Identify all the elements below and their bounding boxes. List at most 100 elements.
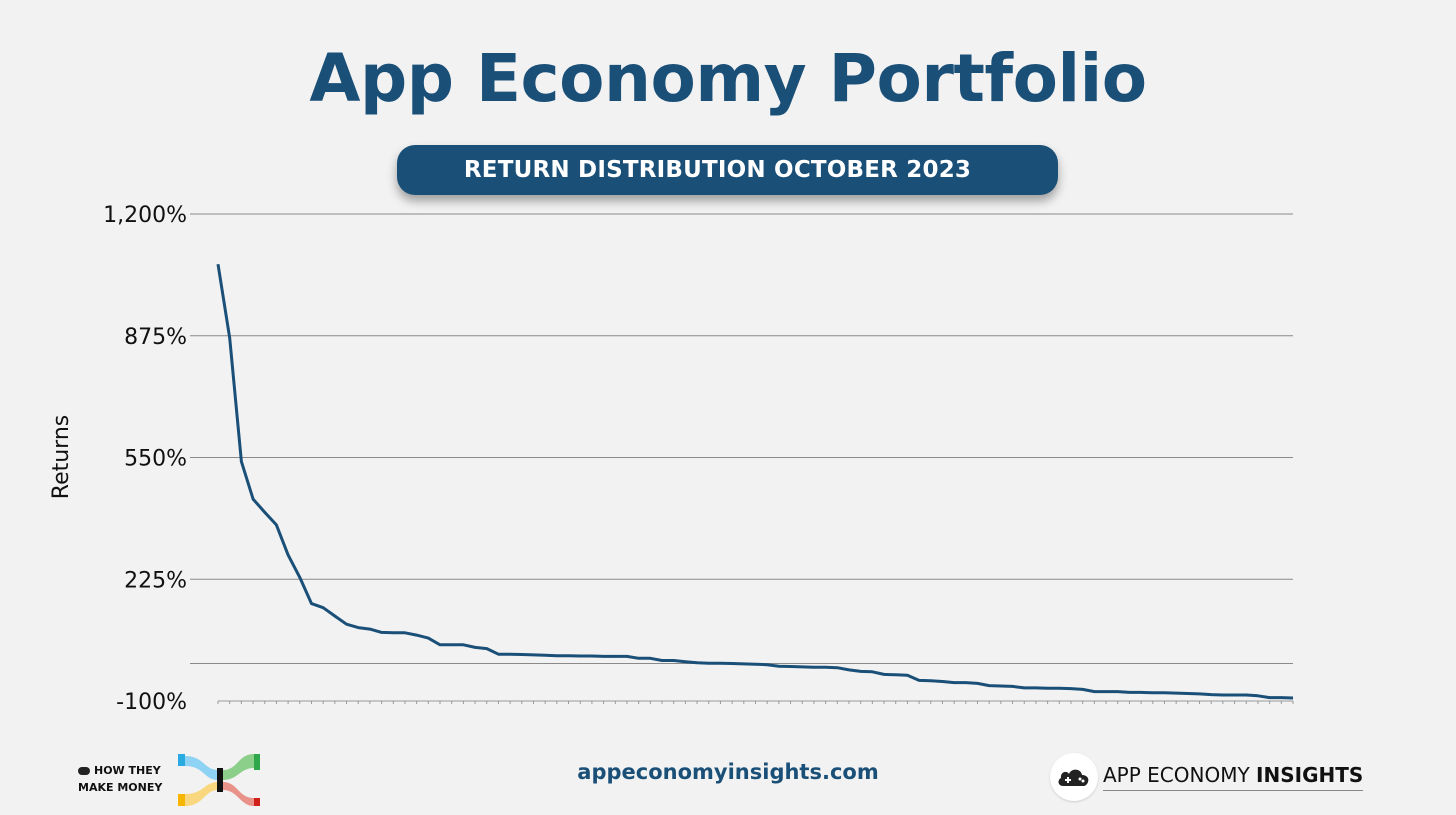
y-tick-label: 875% <box>124 325 187 350</box>
data-point <box>287 553 290 556</box>
data-point <box>263 511 266 514</box>
data-point <box>625 655 628 658</box>
data-point <box>298 576 301 579</box>
data-point <box>929 679 932 682</box>
data-point <box>450 643 453 646</box>
app-economy-insights-logo <box>1050 753 1098 801</box>
data-point <box>520 653 523 656</box>
y-axis-ticks: 1,200% 875% 550% 225% -100% <box>103 203 187 715</box>
data-point <box>754 663 757 666</box>
series-group <box>216 263 1295 700</box>
data-point <box>590 655 593 658</box>
series-returns-line <box>216 263 1294 700</box>
data-point <box>1151 691 1154 694</box>
y-tick-label: 1,200% <box>103 203 187 228</box>
data-point <box>1233 694 1236 697</box>
data-point <box>707 662 710 665</box>
cloud-icon <box>78 767 90 775</box>
data-point <box>766 663 769 666</box>
data-point <box>509 653 512 656</box>
data-point <box>228 336 231 339</box>
data-point <box>1034 686 1037 689</box>
data-point <box>696 661 699 664</box>
data-point <box>964 681 967 684</box>
data-point <box>1175 692 1178 695</box>
data-point <box>789 665 792 668</box>
data-point <box>941 680 944 683</box>
data-point <box>918 679 921 682</box>
data-point <box>439 643 442 646</box>
y-axis-label: Returns <box>49 415 74 499</box>
data-point <box>1186 692 1189 695</box>
data-point <box>1256 694 1259 697</box>
data-point <box>976 682 979 685</box>
data-point <box>544 654 547 657</box>
brand-left-line1: HOW THEY <box>94 764 161 777</box>
data-point <box>742 662 745 665</box>
data-point <box>649 657 652 660</box>
data-point <box>322 606 325 609</box>
data-point <box>415 634 418 637</box>
data-point <box>824 666 827 669</box>
gridlines <box>190 213 1293 665</box>
data-point <box>906 674 909 677</box>
data-point <box>1069 687 1072 690</box>
data-point <box>310 602 313 605</box>
footer-url[interactable]: appeconomyinsights.com <box>577 760 879 784</box>
data-point <box>1140 691 1143 694</box>
data-point <box>684 660 687 663</box>
chart-subtitle: RETURN DISTRIBUTION OCTOBER 2023 <box>463 157 972 183</box>
data-point <box>345 623 348 626</box>
data-point <box>812 666 815 669</box>
data-point <box>871 670 874 673</box>
chart-title: App Economy Portfolio <box>309 40 1147 117</box>
brand-left-line2: MAKE MONEY <box>78 781 163 794</box>
data-point <box>1163 691 1166 694</box>
data-point <box>240 460 243 463</box>
data-point <box>1292 697 1295 700</box>
data-point <box>532 653 535 656</box>
data-point <box>999 685 1002 688</box>
data-point <box>462 643 465 646</box>
data-point <box>1198 692 1201 695</box>
data-point <box>1210 693 1213 696</box>
y-tick-label: 225% <box>124 568 187 593</box>
data-point <box>275 523 278 526</box>
data-point <box>731 662 734 665</box>
data-point <box>1221 694 1224 697</box>
data-point <box>579 655 582 658</box>
data-point <box>719 662 722 665</box>
data-point <box>333 614 336 617</box>
data-point <box>672 659 675 662</box>
data-point <box>1058 687 1061 690</box>
y-tick-label: 550% <box>124 447 187 472</box>
data-point <box>427 637 430 640</box>
data-point <box>614 655 617 658</box>
y-tick-label: -100% <box>116 690 187 715</box>
data-point <box>392 631 395 634</box>
data-point <box>217 263 220 266</box>
data-point <box>357 626 360 629</box>
data-point <box>777 665 780 668</box>
data-point <box>368 628 371 631</box>
data-point <box>555 654 558 657</box>
data-point <box>1011 685 1014 688</box>
data-point <box>1268 696 1271 699</box>
data-point <box>474 646 477 649</box>
subtitle-banner: RETURN DISTRIBUTION OCTOBER 2023 <box>397 145 1058 195</box>
data-point <box>859 670 862 673</box>
data-point <box>661 659 664 662</box>
data-point <box>801 665 804 668</box>
data-point <box>836 666 839 669</box>
brand-right-bold: INSIGHTS <box>1256 763 1364 787</box>
data-point <box>847 668 850 671</box>
data-point <box>894 673 897 676</box>
x-axis <box>217 700 1294 704</box>
data-point <box>380 631 383 634</box>
data-point <box>637 657 640 660</box>
data-point <box>252 498 255 501</box>
data-point <box>403 631 406 634</box>
data-point <box>1128 691 1131 694</box>
data-point <box>485 647 488 650</box>
